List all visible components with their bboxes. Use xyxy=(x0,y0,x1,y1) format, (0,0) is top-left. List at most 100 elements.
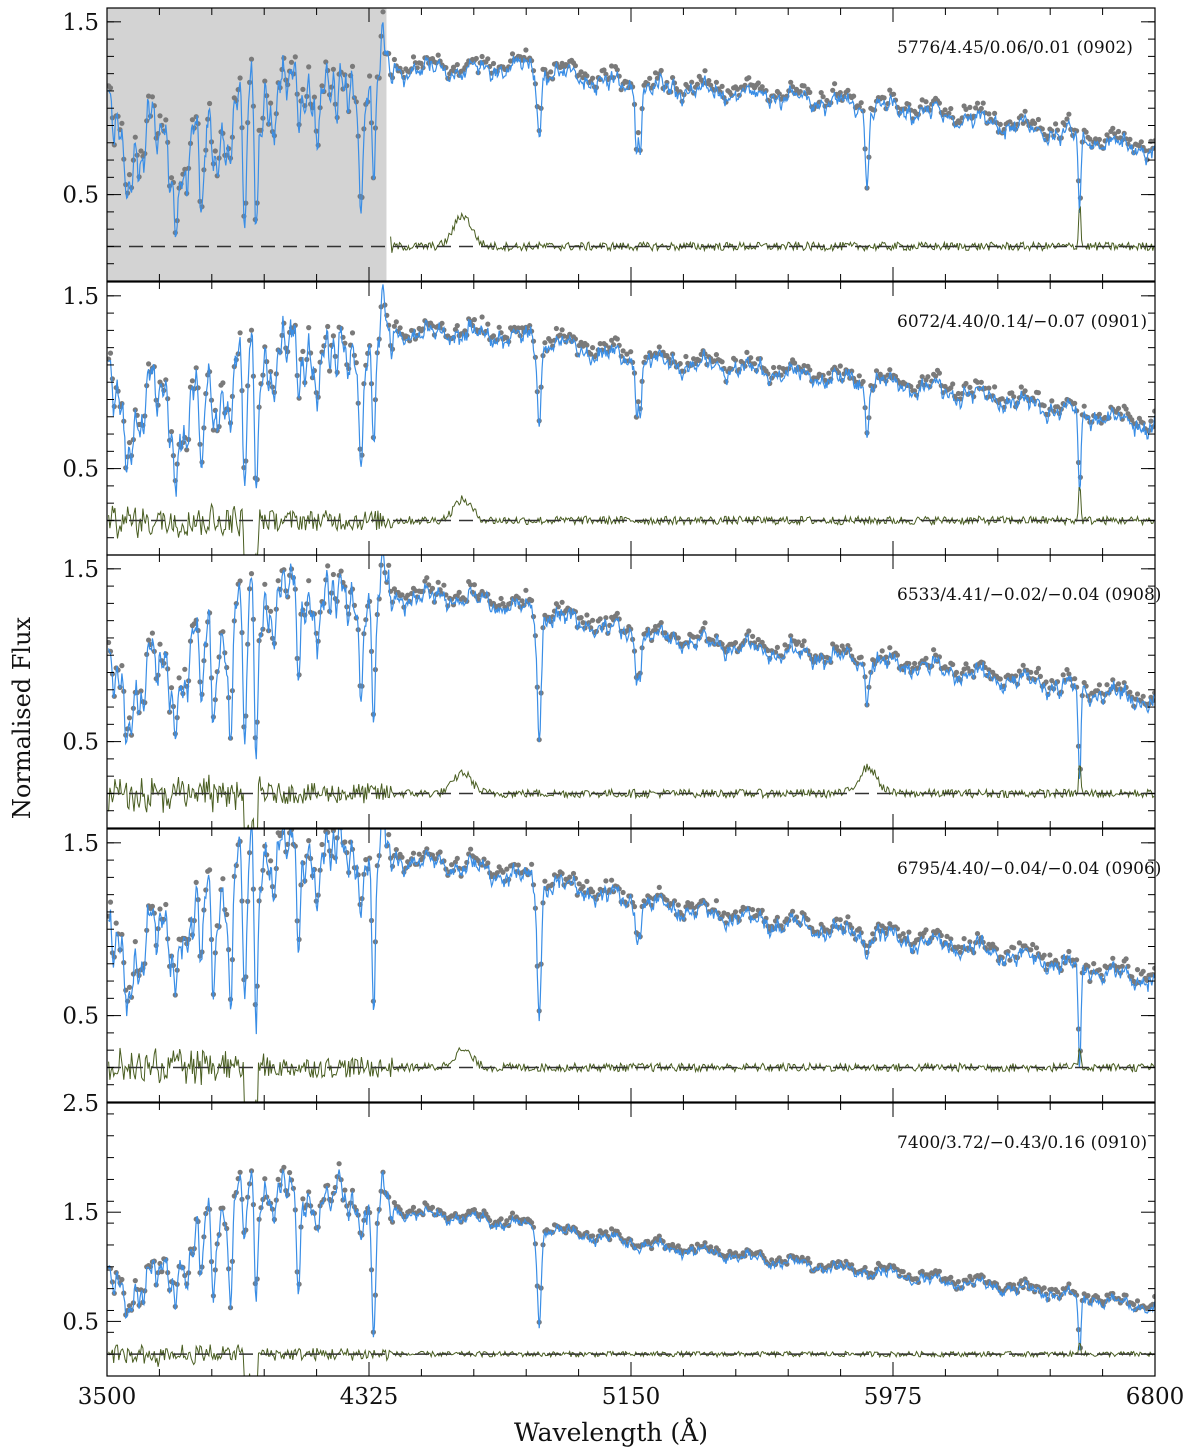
data-point xyxy=(588,351,594,357)
data-point xyxy=(689,79,695,85)
data-point xyxy=(590,889,596,895)
data-point xyxy=(414,65,420,71)
data-point xyxy=(1152,408,1155,414)
data-point xyxy=(750,907,756,913)
data-point xyxy=(515,325,521,331)
data-point xyxy=(275,578,281,584)
data-point xyxy=(931,647,937,653)
data-point xyxy=(847,646,853,653)
data-point xyxy=(624,351,630,357)
data-point xyxy=(713,352,720,358)
data-point xyxy=(662,630,668,636)
data-point xyxy=(319,83,325,89)
data-point xyxy=(496,324,502,330)
data-point xyxy=(572,63,579,69)
y-tick-label: 1.5 xyxy=(62,1200,99,1226)
observed-points xyxy=(107,302,1155,484)
data-point xyxy=(732,640,739,646)
data-point xyxy=(1041,403,1047,409)
data-point xyxy=(189,378,195,384)
data-point xyxy=(498,1216,504,1222)
data-point xyxy=(1123,956,1129,962)
data-point xyxy=(590,617,596,623)
data-point xyxy=(220,1205,226,1211)
data-point xyxy=(1096,967,1102,973)
data-point xyxy=(706,78,712,84)
data-point xyxy=(845,914,851,920)
data-point xyxy=(818,90,824,96)
data-point xyxy=(391,323,397,329)
data-point xyxy=(523,47,529,53)
data-point xyxy=(1072,676,1078,682)
data-point xyxy=(287,1170,293,1176)
data-point xyxy=(1053,121,1059,127)
data-point xyxy=(792,360,798,366)
data-point xyxy=(227,420,234,426)
data-point xyxy=(349,330,356,336)
data-point xyxy=(620,348,626,354)
panel-2: 0.5 1.5 6072/4.40/0.14/−0.07 (0901) xyxy=(62,281,1156,556)
data-point xyxy=(542,340,548,346)
data-point xyxy=(454,323,460,329)
data-point xyxy=(330,571,336,578)
data-point xyxy=(1138,139,1144,145)
data-point xyxy=(1043,679,1049,685)
data-point xyxy=(845,87,851,93)
data-point xyxy=(974,931,981,937)
data-point xyxy=(349,63,356,69)
x-tick-label: 4325 xyxy=(340,1384,399,1410)
data-point xyxy=(580,620,586,626)
data-point xyxy=(281,567,287,573)
data-point xyxy=(647,75,653,81)
data-point xyxy=(830,87,836,93)
y-axis-label: Normalised Flux xyxy=(8,616,36,819)
data-point xyxy=(999,396,1005,402)
data-point xyxy=(529,861,535,867)
data-point xyxy=(439,320,445,326)
data-point xyxy=(410,850,417,856)
model-spectrum-line xyxy=(108,1168,1155,1351)
data-point xyxy=(323,59,329,65)
data-point xyxy=(751,361,758,367)
data-point xyxy=(603,71,609,77)
y-tick-label: 2.5 xyxy=(62,1091,99,1117)
data-point xyxy=(837,363,843,369)
data-point xyxy=(168,175,175,181)
data-point xyxy=(1028,669,1034,675)
data-point xyxy=(765,647,771,654)
data-point xyxy=(399,592,405,598)
data-point xyxy=(330,333,336,339)
data-point xyxy=(1152,138,1155,144)
data-point xyxy=(833,644,840,650)
data-point xyxy=(637,670,643,676)
data-point xyxy=(790,908,796,915)
data-point xyxy=(1007,957,1013,963)
data-point xyxy=(933,373,939,379)
data-point xyxy=(1123,406,1129,412)
data-point xyxy=(578,69,584,75)
data-point xyxy=(892,97,899,103)
panels-group: 0.5 1.5 5776/4.45/0.06/0.01 (0902) 0.5 1.5 60… xyxy=(62,7,1161,1377)
data-point xyxy=(367,855,373,861)
data-point xyxy=(957,949,963,955)
data-point xyxy=(732,909,739,915)
data-point xyxy=(1049,398,1055,404)
data-point xyxy=(978,105,984,112)
panel-parameter-label: 6795/4.40/−0.04/−0.04 (0906) xyxy=(897,859,1161,879)
data-point xyxy=(1022,388,1028,394)
data-point xyxy=(380,544,385,549)
data-point xyxy=(567,874,573,880)
data-point xyxy=(807,367,813,373)
data-point xyxy=(468,846,474,852)
data-point xyxy=(936,1268,943,1274)
data-point xyxy=(386,832,392,838)
data-point xyxy=(713,79,720,85)
data-point xyxy=(887,921,893,927)
panel-parameter-label: 6533/4.41/−0.02/−0.04 (0908) xyxy=(897,585,1161,605)
data-point xyxy=(292,54,298,60)
data-point xyxy=(1091,961,1097,967)
data-point xyxy=(429,1204,436,1210)
data-point xyxy=(997,121,1003,127)
data-point xyxy=(973,105,979,111)
data-point xyxy=(1104,1292,1110,1298)
